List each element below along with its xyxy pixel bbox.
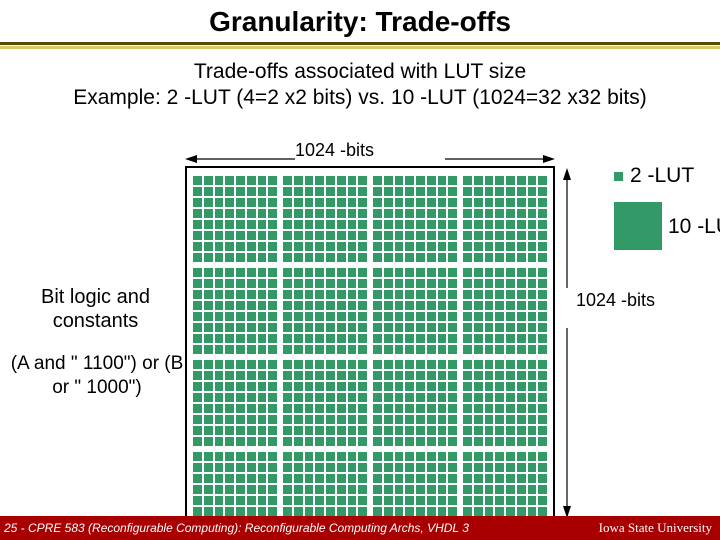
subtitle: Trade-offs associated with LUT size Exam… xyxy=(0,59,720,112)
lut2-grid xyxy=(193,176,547,530)
bit-logic-label: Bit logic and constants xyxy=(8,285,183,333)
height-label: 1024 -bits xyxy=(576,290,655,311)
grid-sub-block xyxy=(463,268,547,354)
grid-sub-block xyxy=(193,268,277,354)
grid-sub-block xyxy=(283,176,367,262)
footer: 25 - CPRE 583 (Reconfigurable Computing)… xyxy=(0,516,720,540)
expression-label: (A and " 1100") or (B or " 1000") xyxy=(8,352,186,400)
legend-2lut-swatch xyxy=(614,172,623,181)
height-arrow xyxy=(561,168,573,518)
grid-sub-block xyxy=(373,268,457,354)
footer-right: Iowa State University xyxy=(599,520,712,536)
legend-2lut-label: 2 -LUT xyxy=(630,164,694,188)
subtitle-line2: Example: 2 -LUT (4=2 x2 bits) vs. 10 -LU… xyxy=(0,85,720,111)
legend-10lut-swatch xyxy=(614,202,662,250)
title-underline xyxy=(0,42,720,49)
grid-sub-block xyxy=(283,360,367,446)
page-title: Granularity: Trade-offs xyxy=(0,6,720,38)
grid-sub-block xyxy=(463,176,547,262)
width-label: 1024 -bits xyxy=(295,140,374,161)
grid-sub-block xyxy=(193,176,277,262)
grid-sub-block xyxy=(373,360,457,446)
footer-left: 25 - CPRE 583 (Reconfigurable Computing)… xyxy=(4,521,469,535)
subtitle-line1: Trade-offs associated with LUT size xyxy=(0,59,720,85)
grid-sub-block xyxy=(193,360,277,446)
grid-sub-block xyxy=(463,360,547,446)
grid-sub-block xyxy=(283,268,367,354)
grid-sub-block xyxy=(373,176,457,262)
legend-10lut-label: 10 -LUT xyxy=(668,215,720,239)
